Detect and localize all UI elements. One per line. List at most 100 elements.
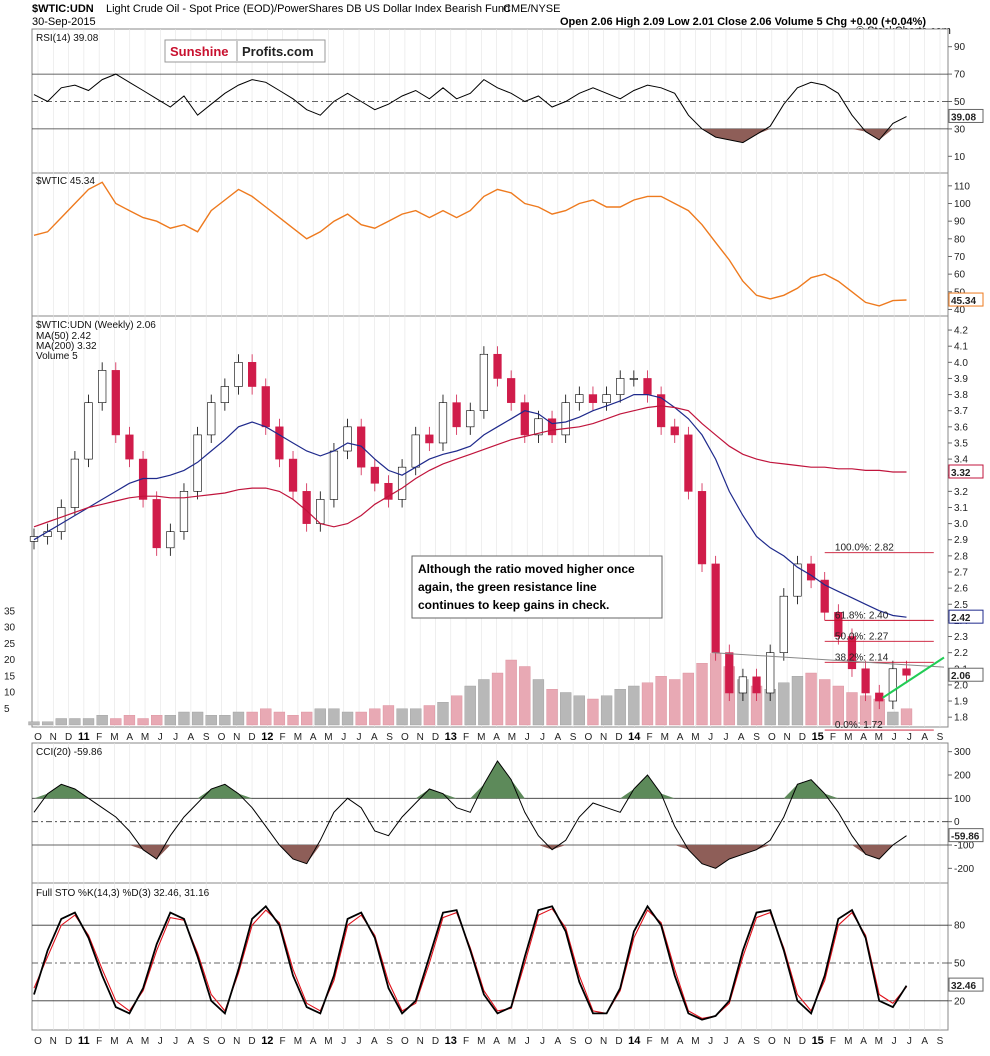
fib-level-label: 100.0%: 2.82 — [835, 543, 894, 554]
x-tick-label-upper: A — [371, 732, 378, 743]
x-tick-label-upper: J — [540, 732, 545, 743]
rsi-y-tick-label: 90 — [954, 42, 966, 53]
x-tick-label-lower: N — [784, 1036, 791, 1047]
candle-body — [425, 434, 434, 444]
x-tick-label-lower: A — [371, 1036, 378, 1047]
volume-bar — [846, 692, 858, 726]
volume-bar — [655, 676, 667, 726]
wtic-last-value: 45.34 — [951, 296, 976, 307]
x-tick-label-upper: J — [525, 732, 530, 743]
volume-bar — [437, 702, 449, 726]
rsi-last-value: 39.08 — [951, 112, 976, 123]
x-tick-label-lower: 15 — [812, 1035, 824, 1047]
vertical-gridlines — [37, 29, 941, 1030]
x-tick-label-upper: M — [875, 732, 883, 743]
x-tick-label-lower: A — [860, 1036, 867, 1047]
main-y-tick-label: 3.1 — [954, 503, 968, 514]
candle-body — [411, 434, 420, 468]
x-tick-label-upper: 14 — [628, 731, 641, 743]
wtic-y-tick-label: 70 — [954, 252, 966, 263]
main-y-tick-label: 4.2 — [954, 326, 968, 337]
rsi-y-tick-label: 50 — [954, 97, 966, 108]
x-tick-label-lower: A — [554, 1036, 561, 1047]
x-tick-label-upper: M — [477, 732, 485, 743]
candle-body — [752, 676, 761, 694]
candle-body — [288, 458, 298, 492]
main-y-tick-label: 3.7 — [954, 406, 968, 417]
volume-bar — [273, 711, 286, 726]
x-tick-label-lower: S — [386, 1036, 393, 1047]
candle-body — [643, 378, 652, 395]
x-tick-label-lower: M — [661, 1036, 669, 1047]
annotation-line-2: again, the green resistance line — [418, 580, 597, 594]
x-tick-label-upper: D — [799, 732, 806, 743]
x-tick-label-upper: F — [646, 732, 652, 743]
wtic-y-tick-label: 40 — [954, 305, 966, 316]
volume-bar — [887, 711, 899, 726]
legend-ma200: MA(200) 3.32 — [36, 341, 97, 352]
candle-body — [98, 370, 107, 403]
sto-panel: 80 50 20 32.46 — [32, 904, 984, 1021]
wtic-line — [33, 181, 907, 307]
volume-bar — [137, 718, 149, 726]
x-tick-label-lower: F — [96, 1036, 102, 1047]
candle-body — [520, 402, 529, 436]
rsi-y-tick-label: 10 — [954, 152, 966, 163]
rsi-panel: 90 70 50 30 10 39.08 — [32, 42, 984, 163]
candle-body — [766, 652, 775, 694]
sto-last-value: 32.46 — [951, 981, 976, 992]
x-tick-label-upper: M — [141, 732, 149, 743]
cci-oversold-fill — [129, 845, 171, 859]
x-tick-label-upper: J — [723, 732, 728, 743]
x-tick-label-lower: 11 — [78, 1035, 90, 1047]
rsi-y-tick-label: 70 — [954, 70, 966, 81]
volume-bar — [682, 672, 695, 726]
volume-bar — [573, 695, 585, 726]
candle-body — [670, 426, 679, 436]
candle-body — [561, 402, 570, 436]
x-tick-label-lower: F — [646, 1036, 652, 1047]
candle-body — [370, 466, 379, 484]
volume-bar — [819, 679, 831, 726]
x-tick-label-upper: A — [738, 732, 745, 743]
volume-bar — [123, 715, 136, 726]
x-tick-label-upper: D — [432, 732, 439, 743]
volume-bar — [560, 692, 572, 726]
ma200-last-value-box — [948, 464, 984, 479]
header-ohlc: Open 2.06 High 2.09 Low 2.01 Close 2.06 … — [560, 16, 926, 28]
cci-y-tick-label: -200 — [954, 864, 974, 875]
candle-body — [738, 676, 748, 694]
candle-body — [684, 434, 693, 492]
cci-overbought-fill — [197, 784, 253, 799]
rsi-oversold-fill — [702, 128, 771, 143]
volume-bar — [314, 708, 326, 726]
candle-body — [875, 692, 884, 702]
x-tick-label-lower: M — [875, 1036, 883, 1047]
rsi-title: RSI(14) 39.08 — [36, 33, 99, 44]
annotation-box: Although the ratio moved higher once aga… — [411, 555, 663, 619]
volume-tick-label: 35 — [4, 606, 16, 617]
x-tick-label-upper: M — [691, 732, 699, 743]
cci-last-value-box — [948, 828, 984, 843]
price-last-value: 2.06 — [951, 671, 971, 682]
x-tick-label-upper: 15 — [812, 731, 824, 743]
x-tick-label-upper: O — [218, 732, 226, 743]
volume-bar — [505, 659, 517, 726]
main-y-tick-label: 3.9 — [954, 374, 968, 385]
x-tick-label-lower: J — [907, 1036, 912, 1047]
x-tick-label-lower: J — [357, 1036, 362, 1047]
main-y-tick-label: 3.4 — [954, 455, 968, 466]
header-ticker: $WTIC:UDN — [32, 3, 94, 15]
x-tick-label-upper: A — [126, 732, 133, 743]
legend-volume: Volume 5 — [36, 351, 78, 362]
candle-body — [493, 353, 502, 379]
volume-bar — [341, 711, 354, 726]
candle-body — [384, 482, 393, 500]
sto-y-tick-label: 50 — [954, 959, 966, 970]
x-tick-label-lower: M — [844, 1036, 852, 1047]
volume-bar — [178, 711, 190, 726]
cci-overbought-fill — [34, 784, 89, 799]
volume-bar — [28, 721, 40, 726]
volume-tick-label: 15 — [4, 671, 16, 682]
